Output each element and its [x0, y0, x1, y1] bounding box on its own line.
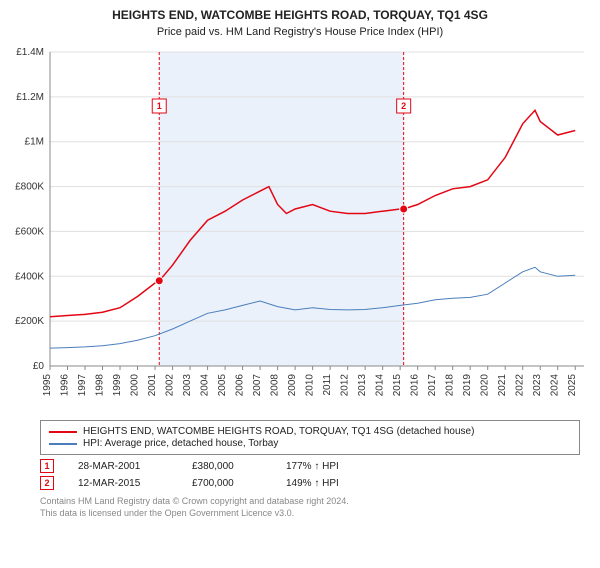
marker-row: 1 28-MAR-2001 £380,000 177% ↑ HPI	[40, 459, 580, 473]
legend-label: HEIGHTS END, WATCOMBE HEIGHTS ROAD, TORQ…	[83, 426, 474, 437]
svg-text:2018: 2018	[445, 374, 456, 397]
svg-text:2017: 2017	[427, 374, 438, 397]
svg-text:2009: 2009	[287, 374, 298, 397]
svg-text:2002: 2002	[165, 374, 176, 397]
svg-text:2022: 2022	[515, 374, 526, 397]
svg-text:2019: 2019	[462, 374, 473, 397]
svg-text:2010: 2010	[305, 374, 316, 397]
svg-text:2025: 2025	[567, 374, 578, 397]
svg-text:2013: 2013	[357, 374, 368, 397]
chart-subtitle: Price paid vs. HM Land Registry's House …	[0, 26, 600, 38]
chart-title: HEIGHTS END, WATCOMBE HEIGHTS ROAD, TORQ…	[0, 8, 600, 22]
svg-text:2014: 2014	[375, 374, 386, 397]
svg-text:1998: 1998	[95, 374, 106, 397]
svg-text:£1.4M: £1.4M	[16, 47, 44, 58]
svg-text:£1M: £1M	[25, 137, 44, 148]
svg-text:2021: 2021	[497, 374, 508, 397]
legend: HEIGHTS END, WATCOMBE HEIGHTS ROAD, TORQ…	[40, 420, 580, 455]
svg-text:2012: 2012	[340, 374, 351, 397]
svg-text:1999: 1999	[112, 374, 123, 397]
svg-text:£800K: £800K	[15, 182, 44, 193]
svg-text:1: 1	[157, 101, 162, 111]
chart-container: HEIGHTS END, WATCOMBE HEIGHTS ROAD, TORQ…	[0, 8, 600, 568]
marker-row: 2 12-MAR-2015 £700,000 149% ↑ HPI	[40, 476, 580, 490]
legend-label: HPI: Average price, detached house, Torb…	[83, 438, 278, 449]
legend-swatch	[49, 431, 77, 433]
svg-text:2005: 2005	[217, 374, 228, 397]
svg-text:2016: 2016	[410, 374, 421, 397]
svg-text:£200K: £200K	[15, 316, 44, 327]
marker-badge: 2	[40, 476, 54, 490]
marker-price: £700,000	[192, 478, 262, 489]
svg-text:2006: 2006	[235, 374, 246, 397]
marker-date: 12-MAR-2015	[78, 478, 168, 489]
marker-date: 28-MAR-2001	[78, 461, 168, 472]
legend-item: HEIGHTS END, WATCOMBE HEIGHTS ROAD, TORQ…	[49, 426, 571, 437]
footer-line-1: Contains HM Land Registry data © Crown c…	[40, 496, 580, 508]
svg-text:£600K: £600K	[15, 226, 44, 237]
chart-plot: £0 £200K £400K £600K £800K £1M £1.2M £1.4M 1995 1…	[4, 44, 590, 414]
marker-table: 1 28-MAR-2001 £380,000 177% ↑ HPI 2 12-MAR-20…	[40, 459, 580, 490]
marker-badge: 1	[40, 459, 54, 473]
svg-text:£1.2M: £1.2M	[16, 92, 44, 103]
svg-text:1996: 1996	[60, 374, 71, 397]
marker-delta: 149% ↑ HPI	[286, 478, 339, 489]
svg-text:1995: 1995	[42, 374, 53, 397]
svg-text:2020: 2020	[480, 374, 491, 397]
svg-text:2023: 2023	[532, 374, 543, 397]
svg-text:2007: 2007	[252, 374, 263, 397]
svg-text:2004: 2004	[200, 374, 211, 397]
marker-price: £380,000	[192, 461, 262, 472]
legend-item: HPI: Average price, detached house, Torb…	[49, 438, 571, 449]
svg-text:2001: 2001	[147, 374, 158, 397]
svg-text:2015: 2015	[392, 374, 403, 397]
svg-text:2024: 2024	[550, 374, 561, 397]
footer-line-2: This data is licensed under the Open Gov…	[40, 508, 580, 520]
svg-text:2011: 2011	[322, 374, 333, 396]
legend-swatch	[49, 443, 77, 445]
svg-text:1997: 1997	[77, 374, 88, 397]
svg-text:£400K: £400K	[15, 271, 44, 282]
svg-text:2: 2	[401, 101, 406, 111]
svg-text:2008: 2008	[270, 374, 281, 397]
marker-delta: 177% ↑ HPI	[286, 461, 339, 472]
svg-text:£0: £0	[33, 361, 45, 372]
svg-text:2000: 2000	[130, 374, 141, 397]
svg-text:2003: 2003	[182, 374, 193, 397]
footer-attribution: Contains HM Land Registry data © Crown c…	[40, 496, 580, 519]
